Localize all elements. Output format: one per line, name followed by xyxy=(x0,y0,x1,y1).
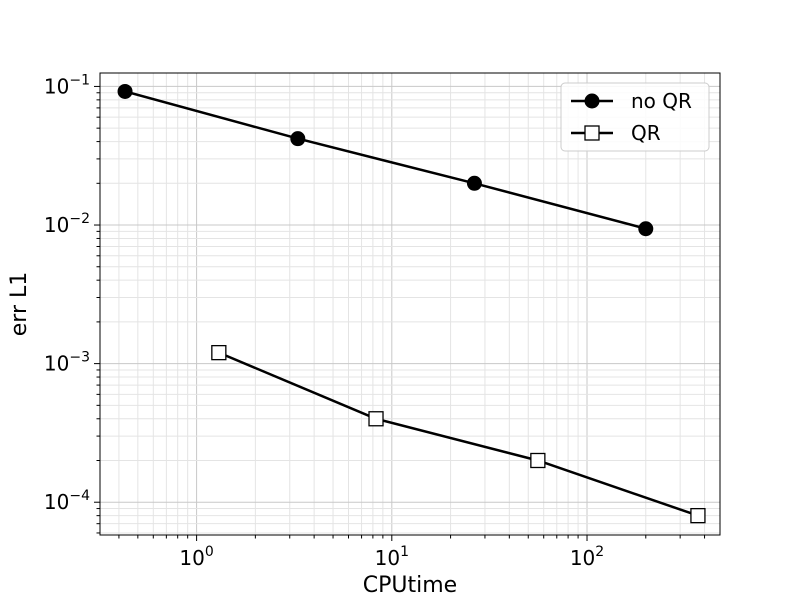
x-axis-ticks: 100 101 102 xyxy=(118,535,706,570)
x-tick-base: 10 xyxy=(179,546,204,570)
data-point xyxy=(690,507,706,524)
x-tick-exponent: 1 xyxy=(400,544,409,560)
data-point xyxy=(530,452,546,469)
y-tick-exponent: −2 xyxy=(69,211,90,227)
x-axis-label: CPUtime xyxy=(363,573,457,598)
y-tick-exponent: −1 xyxy=(69,72,90,88)
y-tick-base: 10 xyxy=(44,74,69,98)
y-axis-label: err L1 xyxy=(7,272,32,337)
grid xyxy=(100,73,720,535)
y-tick-exponent: −4 xyxy=(69,488,90,504)
data-point xyxy=(368,411,384,427)
x-tick-base: 10 xyxy=(375,546,400,570)
y-tick-base: 10 xyxy=(44,490,69,514)
y-tick-base: 10 xyxy=(44,213,69,237)
series-layer xyxy=(117,83,706,524)
data-point xyxy=(211,344,227,361)
legend-marker xyxy=(584,93,600,109)
legend-item: QR xyxy=(571,121,661,145)
series-0 xyxy=(117,83,654,237)
legend-marker xyxy=(584,125,600,141)
y-tick-label: 10−4 xyxy=(44,488,90,514)
legend-label: no QR xyxy=(631,89,692,113)
x-tick-label: 100 xyxy=(179,544,213,570)
legend-item: no QR xyxy=(571,89,692,113)
data-point xyxy=(290,131,306,147)
y-tick-base: 10 xyxy=(44,352,69,376)
data-point xyxy=(638,221,654,237)
y-tick-exponent: −3 xyxy=(69,350,90,366)
series-line xyxy=(218,351,699,517)
series-line xyxy=(124,90,647,230)
legend: no QR QR xyxy=(560,82,710,152)
y-tick-label: 10−3 xyxy=(44,350,90,376)
data-point xyxy=(466,175,482,191)
x-tick-exponent: 2 xyxy=(595,544,604,560)
series-1 xyxy=(211,344,706,524)
plot-frame xyxy=(99,72,721,536)
x-tick-base: 10 xyxy=(570,546,595,570)
x-tick-exponent: 0 xyxy=(205,544,214,560)
y-tick-label: 10−2 xyxy=(44,211,90,237)
legend-label: QR xyxy=(631,121,661,145)
x-tick-label: 102 xyxy=(570,544,604,570)
y-tick-label: 10−1 xyxy=(44,72,90,98)
y-axis-ticks: 10−110−210−310−4 xyxy=(44,72,100,534)
x-tick-label: 101 xyxy=(375,544,409,570)
data-point xyxy=(117,83,133,99)
